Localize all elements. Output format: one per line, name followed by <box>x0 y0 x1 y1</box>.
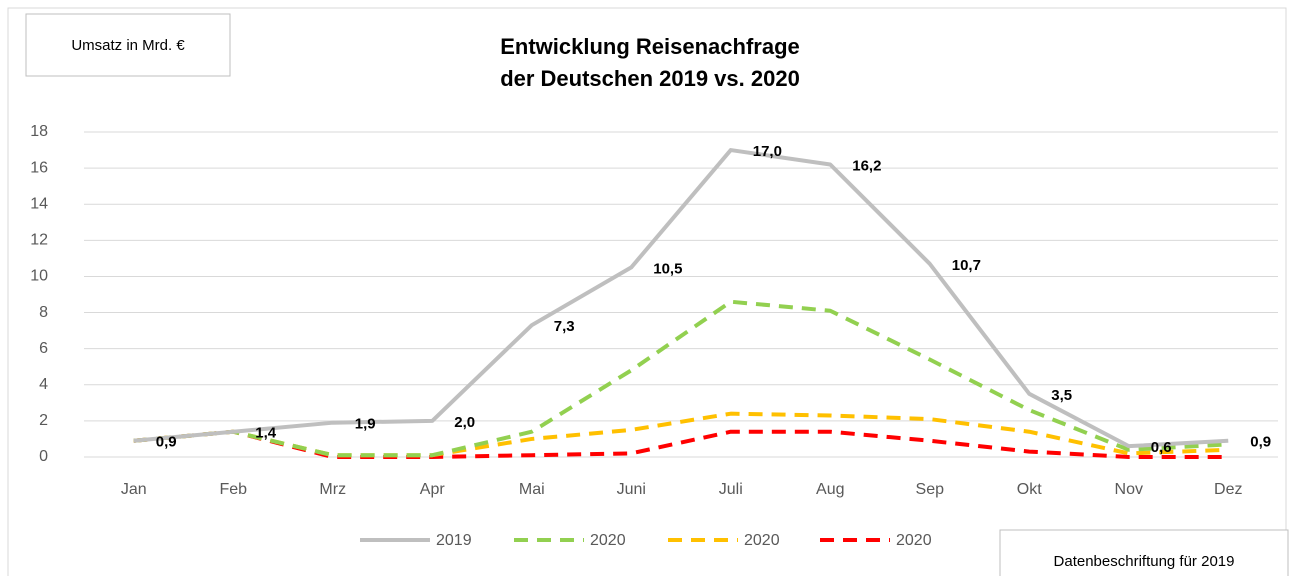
x-tick-label: Mai <box>519 481 545 498</box>
y-tick-label: 6 <box>39 340 48 357</box>
chart-title: der Deutschen 2019 vs. 2020 <box>500 66 800 91</box>
annotation-box <box>999 529 1289 576</box>
y-tick-label: 12 <box>30 232 48 249</box>
data-label: 10,7 <box>952 257 981 274</box>
y-tick-label: 4 <box>39 376 48 393</box>
y-tick-label: 0 <box>39 448 48 465</box>
annotation-box <box>25 13 231 77</box>
data-label: 3,5 <box>1051 387 1072 404</box>
y-tick-label: 14 <box>30 195 48 212</box>
annotation: Datenbeschriftung für 2019 <box>1054 553 1235 570</box>
data-label: 0,9 <box>1250 434 1271 451</box>
x-tick-label: Mrz <box>319 481 346 498</box>
legend-label: 2020 <box>896 532 932 549</box>
x-tick-label: Aug <box>816 481 844 498</box>
x-tick-label: Feb <box>219 481 247 498</box>
line-series <box>133 299 1229 458</box>
line-series <box>133 148 1229 449</box>
x-tick-label: Juni <box>617 481 646 498</box>
y-tick-label: 8 <box>39 304 48 321</box>
legend-label: 2020 <box>590 532 626 549</box>
y-tick-label: 16 <box>30 159 48 176</box>
y-tick-label: 18 <box>30 123 48 140</box>
data-label: 17,0 <box>753 143 782 160</box>
data-label: 0,6 <box>1151 439 1172 456</box>
data-label: 7,3 <box>554 318 575 335</box>
x-tick-label: Sep <box>916 481 945 498</box>
data-label: 0,9 <box>156 434 177 451</box>
chart-border <box>7 7 1287 576</box>
data-label: 10,5 <box>653 260 682 277</box>
data-label: 2,0 <box>454 414 475 431</box>
y-tick-label: 2 <box>39 412 48 429</box>
chart-title: Entwicklung Reisenachfrage <box>500 34 800 59</box>
x-tick-label: Okt <box>1017 481 1042 498</box>
data-label: 16,2 <box>852 157 881 174</box>
x-tick-label: Jan <box>121 481 147 498</box>
x-tick-label: Apr <box>420 481 446 498</box>
annotation: Umsatz in Mrd. € <box>71 37 185 54</box>
data-label: 1,4 <box>255 425 277 442</box>
x-tick-label: Nov <box>1115 481 1143 498</box>
x-tick-label: Dez <box>1214 481 1242 498</box>
legend-label: 2020 <box>744 532 780 549</box>
legend-label: 2019 <box>436 532 472 549</box>
y-tick-label: 10 <box>30 268 48 285</box>
data-label: 1,9 <box>355 416 376 433</box>
x-tick-label: Juli <box>719 481 743 498</box>
